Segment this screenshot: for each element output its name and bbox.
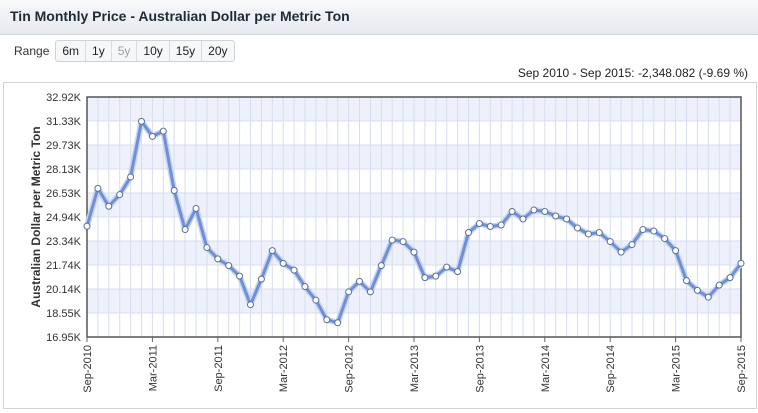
data-point: [247, 301, 254, 309]
data-point: [159, 127, 167, 135]
change-summary: Sep 2010 - Sep 2015: -2,348.082 (-9.69 %…: [517, 66, 748, 80]
x-tick-label: Mar-2012: [278, 345, 290, 392]
range-6m-button[interactable]: 6m: [56, 41, 87, 61]
data-point: [552, 212, 560, 220]
x-tick-label: Sep-2014: [605, 345, 617, 393]
data-point: [693, 286, 701, 294]
y-tick-label: 24.94K: [46, 212, 82, 224]
data-point: [715, 281, 723, 289]
range-5y-button[interactable]: 5y: [112, 41, 138, 61]
data-point: [497, 221, 505, 229]
data-point: [574, 224, 581, 232]
data-point: [508, 208, 516, 216]
data-point: [323, 316, 331, 324]
x-tick-label: Sep-2010: [82, 345, 94, 393]
range-20y-button[interactable]: 20y: [208, 44, 228, 58]
data-point: [257, 275, 265, 283]
chart-container: 32.92K 31.33K 29.73K 28.13K 26.53K 24.94K 23.3…: [3, 82, 757, 409]
x-tick-label: Sep-2015: [736, 345, 748, 393]
line-chart: 32.92K 31.33K 29.73K 28.13K 26.53K 24.94K 23.3…: [29, 92, 748, 393]
y-tick-label: 16.95K: [46, 332, 82, 344]
data-point: [203, 244, 211, 252]
y-tick-label: 29.73K: [46, 140, 82, 152]
data-point: [399, 238, 407, 246]
data-point: [138, 117, 145, 125]
data-point: [105, 202, 113, 210]
y-tick-label: 23.34K: [46, 236, 82, 248]
data-point: [443, 263, 451, 271]
data-point: [486, 223, 494, 231]
y-tick-label: 28.13K: [46, 164, 82, 176]
range-selector: Range 6m 1y 5y 10y 15y 20y: [14, 40, 235, 62]
data-point: [541, 208, 549, 216]
data-point: [236, 272, 244, 280]
data-point: [214, 255, 222, 263]
x-tick-label: Sep-2011: [213, 345, 225, 392]
y-axis-title: Australian Dollar per Metric Ton: [29, 126, 43, 307]
data-point: [672, 247, 680, 255]
x-tick-label: Sep-2012: [344, 345, 356, 393]
data-point: [83, 222, 91, 230]
x-tick-label: Mar-2015: [671, 345, 683, 392]
data-point: [170, 186, 178, 194]
y-tick-label: 32.92K: [46, 92, 82, 104]
data-point: [519, 215, 527, 223]
y-tick-label: 20.14K: [46, 284, 82, 296]
data-point: [279, 259, 287, 267]
x-tick-label: Sep-2013: [474, 345, 486, 393]
range-buttons: 6m 1y 5y 10y 15y 20y: [55, 40, 235, 62]
data-point: [225, 262, 233, 270]
data-point: [366, 288, 374, 296]
data-point: [377, 262, 385, 270]
data-point: [181, 226, 189, 234]
x-tick-label: Mar-2011: [147, 345, 159, 391]
y-tick-label: 21.74K: [46, 260, 82, 272]
data-point: [584, 230, 592, 238]
data-point: [606, 238, 614, 246]
data-point: [737, 259, 745, 267]
data-point: [595, 229, 603, 237]
data-point: [94, 184, 102, 192]
data-point: [421, 274, 429, 282]
data-point: [312, 296, 320, 304]
range-15y-button[interactable]: 15y: [170, 41, 203, 61]
y-tick-label: 18.55K: [46, 308, 82, 320]
data-point: [301, 283, 309, 291]
data-point: [475, 220, 483, 228]
data-point: [432, 272, 440, 280]
x-tick-label: Mar-2013: [409, 345, 421, 392]
y-tick-label: 26.53K: [46, 188, 82, 200]
data-point: [465, 229, 472, 237]
data-point: [704, 293, 712, 301]
data-point: [628, 241, 636, 249]
x-tick-label: Mar-2014: [540, 345, 552, 392]
data-point: [356, 277, 363, 285]
data-point: [116, 191, 124, 199]
data-point: [334, 319, 342, 327]
data-point: [683, 277, 690, 285]
data-point: [388, 236, 396, 244]
data-point: [345, 288, 353, 296]
data-point: [268, 247, 276, 255]
data-point: [563, 215, 571, 223]
data-point: [127, 173, 135, 181]
title-bar: Tin Monthly Price - Australian Dollar pe…: [0, 0, 758, 35]
data-point: [639, 226, 647, 234]
data-point: [148, 132, 156, 140]
data-point: [290, 266, 298, 274]
data-point: [661, 235, 669, 243]
data-point: [650, 227, 658, 235]
range-label: Range: [14, 44, 50, 58]
range-1y-button[interactable]: 1y: [86, 41, 112, 61]
data-point: [617, 248, 625, 256]
data-point: [454, 268, 462, 276]
chart-title: Tin Monthly Price - Australian Dollar pe…: [10, 8, 350, 24]
data-point: [410, 248, 418, 256]
range-10y-button[interactable]: 10y: [137, 41, 170, 61]
data-point: [726, 274, 734, 282]
data-point: [192, 205, 200, 213]
data-point: [530, 206, 538, 214]
y-tick-label: 31.33K: [46, 116, 82, 128]
